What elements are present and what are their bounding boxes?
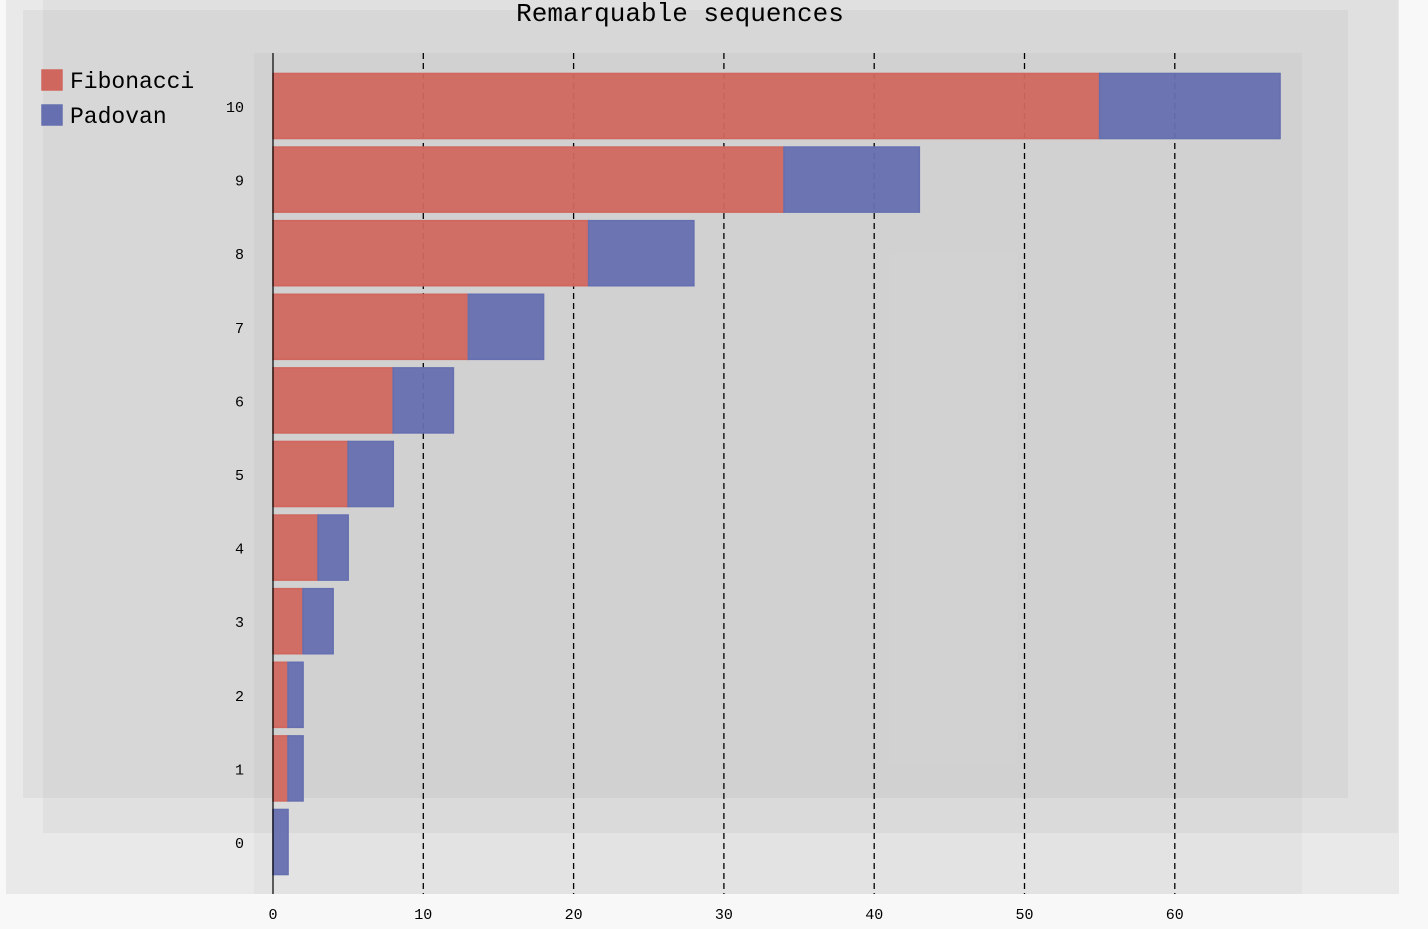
x-tick-label-40: 40 xyxy=(865,907,883,924)
x-tick-label-0: 0 xyxy=(268,907,277,924)
bar-padovan-3 xyxy=(302,587,334,655)
bar-fibonacci-7 xyxy=(272,293,470,361)
chart-title: Remarquable sequences xyxy=(516,0,844,29)
bar-fibonacci-5 xyxy=(272,440,349,508)
bars xyxy=(272,72,1281,876)
bar-padovan-2 xyxy=(287,661,304,729)
legend: Fibonacci Padovan xyxy=(41,69,194,130)
bar-padovan-5 xyxy=(347,440,395,508)
y-tick-label-10: 10 xyxy=(226,100,244,117)
bar-padovan-9 xyxy=(783,146,921,213)
legend-swatch-fibonacci xyxy=(41,69,63,91)
y-tick-label-2: 2 xyxy=(235,689,244,706)
bar-fibonacci-3 xyxy=(272,587,304,655)
x-tick-label-10: 10 xyxy=(414,907,432,924)
y-tick-label-7: 7 xyxy=(235,321,244,338)
bar-padovan-6 xyxy=(392,367,455,434)
legend-label-padovan: Padovan xyxy=(70,104,167,130)
chart-background-inner xyxy=(23,10,1348,798)
y-tick-label-3: 3 xyxy=(235,615,244,632)
bar-padovan-7 xyxy=(467,293,545,361)
bar-padovan-10 xyxy=(1098,72,1281,140)
y-tick-label-5: 5 xyxy=(235,468,244,485)
bar-fibonacci-9 xyxy=(272,146,785,213)
legend-label-fibonacci: Fibonacci xyxy=(70,69,194,95)
bar-fibonacci-8 xyxy=(272,219,590,287)
bar-padovan-8 xyxy=(587,219,695,287)
bar-padovan-1 xyxy=(287,735,304,802)
y-tick-label-8: 8 xyxy=(235,247,244,264)
y-tick-label-9: 9 xyxy=(235,174,244,191)
y-tick-label-1: 1 xyxy=(235,762,244,779)
legend-swatch-padovan xyxy=(41,104,63,126)
x-tick-label-30: 30 xyxy=(715,907,733,924)
bar-fibonacci-6 xyxy=(272,367,395,434)
bar-fibonacci-4 xyxy=(272,514,319,581)
bar-fibonacci-2 xyxy=(272,661,289,729)
bar-padovan-0 xyxy=(272,808,289,876)
bar-padovan-4 xyxy=(317,514,349,581)
y-tick-label-6: 6 xyxy=(235,394,244,411)
x-tick-label-60: 60 xyxy=(1166,907,1184,924)
bar-fibonacci-1 xyxy=(272,735,289,802)
y-tick-label-4: 4 xyxy=(235,542,244,559)
y-tick-label-0: 0 xyxy=(235,836,244,853)
x-tick-label-20: 20 xyxy=(565,907,583,924)
x-tick-label-50: 50 xyxy=(1015,907,1033,924)
axes: 0 10 20 30 40 50 60 0 1 2 3 4 5 6 7 8 9 10 xyxy=(226,53,1184,924)
bar-fibonacci-10 xyxy=(272,72,1101,140)
